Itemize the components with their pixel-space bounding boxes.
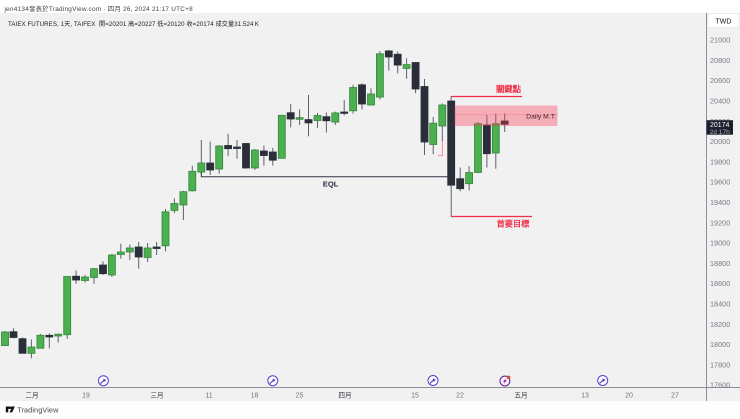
- svg-text:18200: 18200: [710, 320, 730, 329]
- svg-text:20174: 20174: [710, 122, 730, 129]
- svg-text:二月: 二月: [25, 391, 38, 399]
- svg-text:Daily M.T.: Daily M.T.: [526, 113, 556, 120]
- svg-text:19600: 19600: [710, 178, 730, 187]
- svg-text:19000: 19000: [710, 239, 730, 248]
- svg-text:15: 15: [411, 392, 419, 399]
- svg-text:關鍵點: 關鍵點: [496, 84, 522, 94]
- svg-text:2d 17h: 2d 17h: [710, 129, 731, 136]
- svg-text:TWD: TWD: [716, 18, 732, 25]
- svg-text:18600: 18600: [710, 279, 730, 288]
- svg-text:22: 22: [456, 392, 464, 399]
- svg-text:19400: 19400: [710, 198, 730, 207]
- svg-text:19: 19: [82, 392, 90, 399]
- svg-text:三月: 三月: [150, 391, 163, 399]
- svg-text:20600: 20600: [710, 76, 730, 85]
- svg-text:25: 25: [296, 392, 304, 399]
- svg-text:20000: 20000: [710, 137, 730, 146]
- svg-text:11: 11: [205, 392, 212, 399]
- svg-text:EQL: EQL: [323, 180, 339, 189]
- svg-text:27: 27: [671, 392, 679, 399]
- svg-text:21000: 21000: [710, 36, 730, 45]
- svg-text:五月: 五月: [514, 391, 527, 399]
- svg-text:18400: 18400: [710, 300, 730, 309]
- svg-text:20: 20: [625, 392, 633, 399]
- svg-text:17600: 17600: [710, 381, 730, 390]
- svg-text:19800: 19800: [710, 157, 730, 166]
- svg-text:20800: 20800: [710, 56, 730, 65]
- svg-text:18000: 18000: [710, 340, 730, 349]
- svg-text:20400: 20400: [710, 97, 730, 106]
- svg-text:13: 13: [581, 392, 589, 399]
- svg-text:jen4134發表於TradingView.com · 四月: jen4134發表於TradingView.com · 四月 26, 2024 …: [4, 4, 194, 13]
- svg-text:17800: 17800: [710, 360, 730, 369]
- svg-text:首要目標: 首要目標: [497, 219, 531, 229]
- svg-text:19200: 19200: [710, 218, 730, 227]
- svg-text:四月: 四月: [338, 391, 351, 399]
- svg-text:TAIEX FUTURES, 1天, TAIFEX 開=2: TAIEX FUTURES, 1天, TAIFEX 開=20201 高=2022…: [8, 20, 260, 28]
- svg-text:TradingView: TradingView: [17, 405, 59, 414]
- svg-text:18800: 18800: [710, 259, 730, 268]
- svg-text:18: 18: [251, 392, 259, 399]
